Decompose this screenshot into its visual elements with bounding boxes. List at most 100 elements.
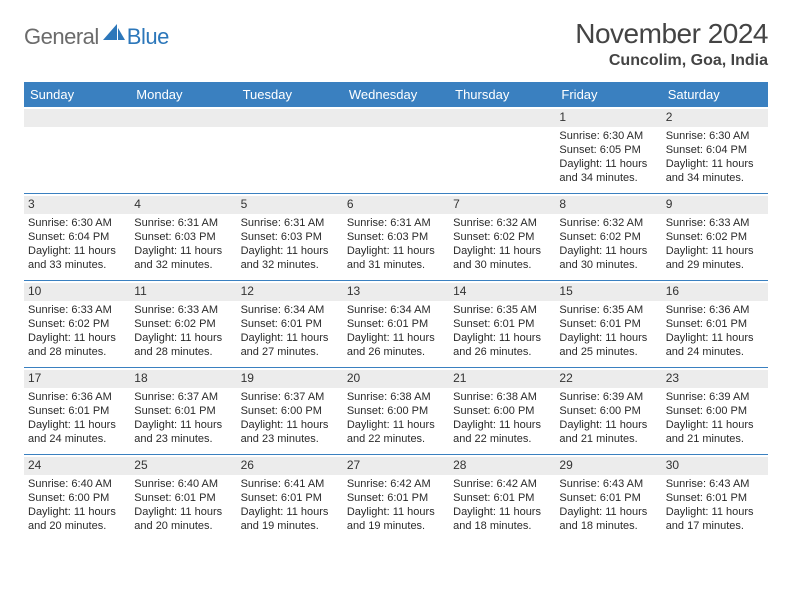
daylight-text: Daylight: 11 hours and 20 minutes. xyxy=(134,505,232,534)
day-number: 30 xyxy=(662,457,768,475)
sunrise-text: Sunrise: 6:34 AM xyxy=(347,303,445,317)
daylight-text: Daylight: 11 hours and 23 minutes. xyxy=(134,418,232,447)
week-row: 24Sunrise: 6:40 AMSunset: 6:00 PMDayligh… xyxy=(24,454,768,541)
day-number: 3 xyxy=(24,196,130,214)
sunset-text: Sunset: 6:00 PM xyxy=(666,404,764,418)
sunrise-text: Sunrise: 6:33 AM xyxy=(28,303,126,317)
sunset-text: Sunset: 6:01 PM xyxy=(666,317,764,331)
daylight-text: Daylight: 11 hours and 19 minutes. xyxy=(241,505,339,534)
day-number: 15 xyxy=(555,283,661,301)
week-row: 10Sunrise: 6:33 AMSunset: 6:02 PMDayligh… xyxy=(24,280,768,367)
sunrise-text: Sunrise: 6:42 AM xyxy=(453,477,551,491)
day-cell: 4Sunrise: 6:31 AMSunset: 6:03 PMDaylight… xyxy=(130,194,236,280)
daylight-text: Daylight: 11 hours and 30 minutes. xyxy=(453,244,551,273)
daylight-text: Daylight: 11 hours and 23 minutes. xyxy=(241,418,339,447)
daylight-text: Daylight: 11 hours and 31 minutes. xyxy=(347,244,445,273)
day-number: 22 xyxy=(555,370,661,388)
daylight-text: Daylight: 11 hours and 24 minutes. xyxy=(666,331,764,360)
sunrise-text: Sunrise: 6:33 AM xyxy=(666,216,764,230)
day-number: 19 xyxy=(237,370,343,388)
day-cell: 11Sunrise: 6:33 AMSunset: 6:02 PMDayligh… xyxy=(130,281,236,367)
day-number: 8 xyxy=(555,196,661,214)
daylight-text: Daylight: 11 hours and 22 minutes. xyxy=(347,418,445,447)
day-cell: 5Sunrise: 6:31 AMSunset: 6:03 PMDaylight… xyxy=(237,194,343,280)
day-cell xyxy=(24,107,130,193)
day-cell: 3Sunrise: 6:30 AMSunset: 6:04 PMDaylight… xyxy=(24,194,130,280)
day-cell: 13Sunrise: 6:34 AMSunset: 6:01 PMDayligh… xyxy=(343,281,449,367)
day-cell: 7Sunrise: 6:32 AMSunset: 6:02 PMDaylight… xyxy=(449,194,555,280)
brand-logo: General Blue xyxy=(24,18,169,50)
sunset-text: Sunset: 6:01 PM xyxy=(559,317,657,331)
sunrise-text: Sunrise: 6:31 AM xyxy=(134,216,232,230)
day-number: 1 xyxy=(555,109,661,127)
daylight-text: Daylight: 11 hours and 21 minutes. xyxy=(559,418,657,447)
sunrise-text: Sunrise: 6:36 AM xyxy=(666,303,764,317)
day-number xyxy=(130,109,236,127)
sunset-text: Sunset: 6:00 PM xyxy=(453,404,551,418)
day-cell xyxy=(343,107,449,193)
day-number: 5 xyxy=(237,196,343,214)
sunrise-text: Sunrise: 6:35 AM xyxy=(559,303,657,317)
brand-word-general: General xyxy=(24,24,99,50)
sunset-text: Sunset: 6:01 PM xyxy=(453,317,551,331)
day-number: 27 xyxy=(343,457,449,475)
day-number xyxy=(449,109,555,127)
daylight-text: Daylight: 11 hours and 18 minutes. xyxy=(453,505,551,534)
day-number: 21 xyxy=(449,370,555,388)
daylight-text: Daylight: 11 hours and 17 minutes. xyxy=(666,505,764,534)
day-of-week-row: Sunday Monday Tuesday Wednesday Thursday… xyxy=(24,84,768,106)
sunrise-text: Sunrise: 6:32 AM xyxy=(453,216,551,230)
sunrise-text: Sunrise: 6:31 AM xyxy=(347,216,445,230)
sunset-text: Sunset: 6:01 PM xyxy=(134,491,232,505)
sunset-text: Sunset: 6:01 PM xyxy=(453,491,551,505)
day-cell: 10Sunrise: 6:33 AMSunset: 6:02 PMDayligh… xyxy=(24,281,130,367)
daylight-text: Daylight: 11 hours and 27 minutes. xyxy=(241,331,339,360)
day-cell: 1Sunrise: 6:30 AMSunset: 6:05 PMDaylight… xyxy=(555,107,661,193)
sunrise-text: Sunrise: 6:37 AM xyxy=(241,390,339,404)
sunset-text: Sunset: 6:01 PM xyxy=(559,491,657,505)
day-cell: 28 Sunrise: 6:42 AMSunset: 6:01 PMDayligh… xyxy=(449,455,555,541)
day-number: 28 xyxy=(449,457,555,475)
dow-friday: Friday xyxy=(555,84,661,106)
week-row: 17Sunrise: 6:36 AMSunset: 6:01 PMDayligh… xyxy=(24,367,768,454)
day-cell: 23Sunrise: 6:39 AMSunset: 6:00 PMDayligh… xyxy=(662,368,768,454)
dow-thursday: Thursday xyxy=(449,84,555,106)
sunrise-text: Sunrise: 6:33 AM xyxy=(134,303,232,317)
day-number xyxy=(343,109,449,127)
day-number: 26 xyxy=(237,457,343,475)
sail-icon xyxy=(103,24,125,47)
location: Cuncolim, Goa, India xyxy=(575,52,768,70)
dow-saturday: Saturday xyxy=(662,84,768,106)
day-cell: 27Sunrise: 6:42 AMSunset: 6:01 PMDayligh… xyxy=(343,455,449,541)
sunset-text: Sunset: 6:02 PM xyxy=(666,230,764,244)
day-number: 14 xyxy=(449,283,555,301)
sunset-text: Sunset: 6:01 PM xyxy=(134,404,232,418)
sunset-text: Sunset: 6:02 PM xyxy=(453,230,551,244)
day-cell: 19Sunrise: 6:37 AMSunset: 6:00 PMDayligh… xyxy=(237,368,343,454)
day-cell xyxy=(449,107,555,193)
week-row: 3Sunrise: 6:30 AMSunset: 6:04 PMDaylight… xyxy=(24,193,768,280)
sunset-text: Sunset: 6:02 PM xyxy=(559,230,657,244)
sunrise-text: Sunrise: 6:38 AM xyxy=(453,390,551,404)
sunset-text: Sunset: 6:01 PM xyxy=(28,404,126,418)
day-number: 2 xyxy=(662,109,768,127)
day-cell: 25Sunrise: 6:40 AMSunset: 6:01 PMDayligh… xyxy=(130,455,236,541)
day-number: 6 xyxy=(343,196,449,214)
daylight-text: Daylight: 11 hours and 24 minutes. xyxy=(28,418,126,447)
dow-monday: Monday xyxy=(130,84,236,106)
day-number xyxy=(237,109,343,127)
day-number: 10 xyxy=(24,283,130,301)
sunrise-text: Sunrise: 6:39 AM xyxy=(666,390,764,404)
sunset-text: Sunset: 6:03 PM xyxy=(241,230,339,244)
daylight-text: Daylight: 11 hours and 18 minutes. xyxy=(559,505,657,534)
day-cell: 16Sunrise: 6:36 AMSunset: 6:01 PMDayligh… xyxy=(662,281,768,367)
daylight-text: Daylight: 11 hours and 30 minutes. xyxy=(559,244,657,273)
weeks-container: 1Sunrise: 6:30 AMSunset: 6:05 PMDaylight… xyxy=(24,106,768,541)
day-cell: 12Sunrise: 6:34 AMSunset: 6:01 PMDayligh… xyxy=(237,281,343,367)
daylight-text: Daylight: 11 hours and 26 minutes. xyxy=(347,331,445,360)
day-cell: 8Sunrise: 6:32 AMSunset: 6:02 PMDaylight… xyxy=(555,194,661,280)
daylight-text: Daylight: 11 hours and 32 minutes. xyxy=(241,244,339,273)
day-number: 20 xyxy=(343,370,449,388)
week-row: 1Sunrise: 6:30 AMSunset: 6:05 PMDaylight… xyxy=(24,106,768,193)
day-number: 18 xyxy=(130,370,236,388)
